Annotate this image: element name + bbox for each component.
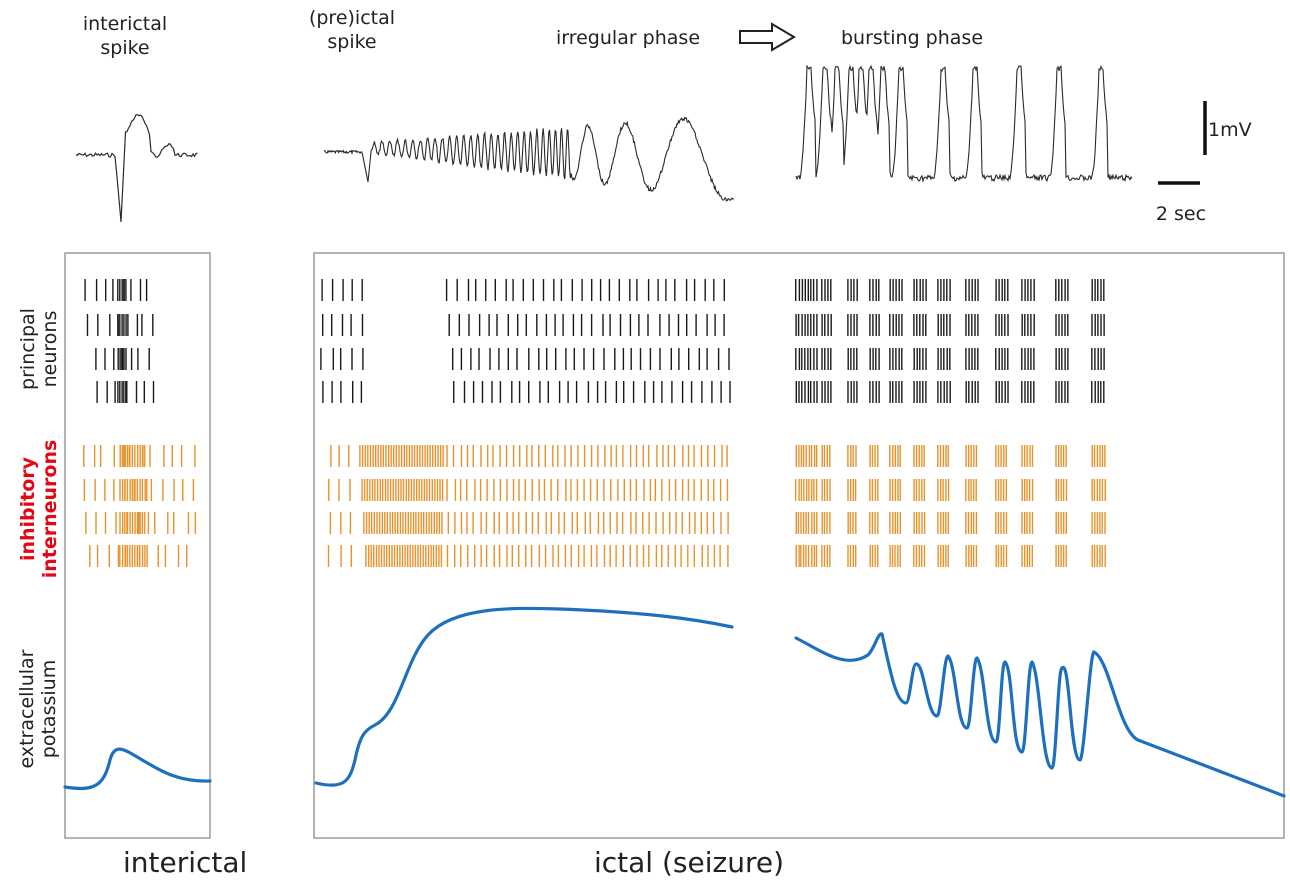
scale-time-label: 2 sec bbox=[1155, 203, 1207, 225]
bursting-inhibitory-row-2 bbox=[794, 479, 1106, 501]
heading-preictal-line2: spike bbox=[327, 31, 377, 53]
bursting-phase-trace bbox=[795, 64, 1133, 184]
interictal-inhibitory-row-3 bbox=[85, 512, 197, 534]
heading-bursting-phase: bursting phase bbox=[840, 27, 984, 49]
interictal-principal-row-1 bbox=[84, 279, 148, 301]
interictal-principal-row-2 bbox=[86, 314, 154, 336]
heading-interictal-line2: spike bbox=[100, 37, 150, 59]
heading-interictal-spike: interictal spike bbox=[60, 12, 190, 60]
bursting-principal-row-3 bbox=[795, 348, 1105, 370]
ictal-potassium-curve-rise bbox=[314, 606, 734, 787]
ictal-principal-row-2 bbox=[322, 314, 725, 336]
bursting-inhibitory-row-1 bbox=[795, 445, 1106, 467]
ictal-principal-row-1 bbox=[321, 279, 725, 301]
scale-voltage-label: 1mV bbox=[1208, 119, 1252, 141]
heading-irregular-phase: irregular phase bbox=[555, 27, 701, 49]
interictal-inhibitory-row-4 bbox=[89, 545, 188, 567]
ictal-inhibitory-row-4 bbox=[327, 545, 729, 567]
interictal-principal-row-4 bbox=[96, 381, 155, 403]
phase-arrow-icon bbox=[739, 22, 796, 52]
ictal-principal-row-4 bbox=[322, 381, 731, 403]
bursting-inhibitory-row-4 bbox=[795, 545, 1106, 567]
interictal-potassium-curve bbox=[63, 747, 212, 791]
bursting-inhibitory-row-3 bbox=[795, 512, 1106, 534]
heading-preictal-spike: (pre)ictal spike bbox=[292, 6, 412, 54]
ictal-inhibitory-row-1 bbox=[330, 445, 728, 467]
ictal-principal-row-3 bbox=[320, 348, 730, 370]
bursting-principal-row-2 bbox=[795, 314, 1105, 336]
heading-interictal-line1: interictal bbox=[82, 13, 168, 35]
ictal-potassium-curve-bursting bbox=[794, 632, 1286, 798]
bottom-label-interictal: interictal bbox=[123, 846, 248, 879]
ictal-frame bbox=[313, 252, 1285, 839]
interictal-inhibitory-row-2 bbox=[83, 479, 195, 501]
bursting-principal-row-1 bbox=[795, 279, 1105, 301]
ictal-inhibitory-row-3 bbox=[329, 512, 729, 534]
interictal-frame bbox=[64, 252, 211, 839]
heading-preictal-line1: (pre)ictal bbox=[308, 7, 396, 29]
interictal-principal-row-3 bbox=[95, 348, 150, 370]
bottom-label-ictal: ictal (seizure) bbox=[594, 846, 784, 879]
bursting-principal-row-4 bbox=[795, 381, 1105, 403]
ictal-inhibitory-row-2 bbox=[328, 479, 729, 501]
interictal-spike-trace bbox=[75, 114, 198, 223]
irregular-phase-trace bbox=[323, 116, 734, 202]
interictal-inhibitory-row-1 bbox=[83, 445, 196, 467]
